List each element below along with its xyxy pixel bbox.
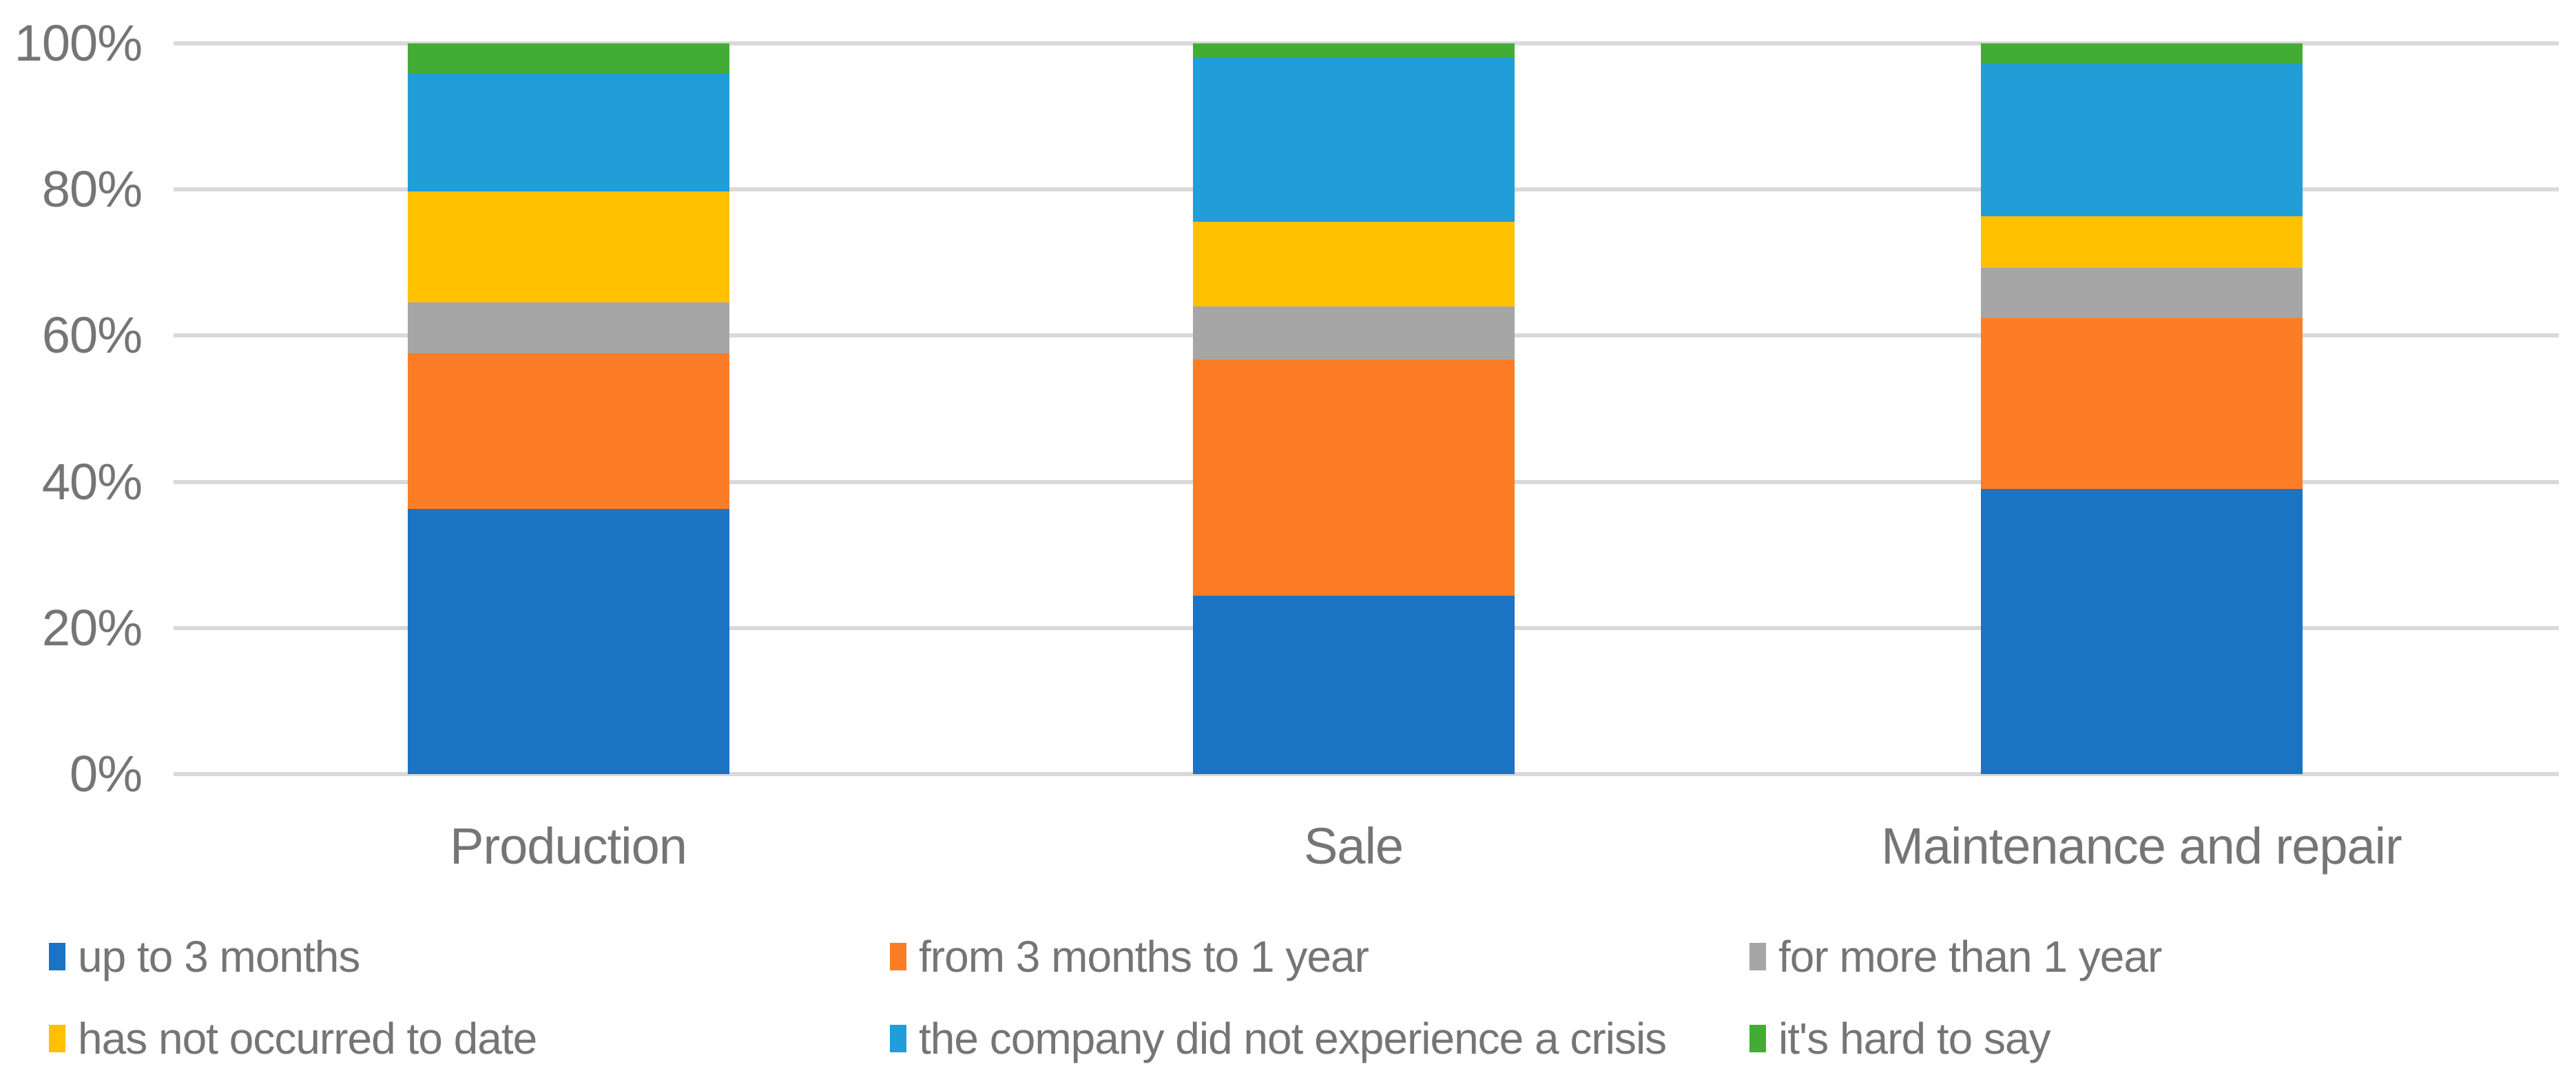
segment-from-3-months-to-1-year — [407, 353, 729, 509]
bar-sale — [1192, 43, 1515, 774]
legend-item-for-more-than-1-year: for more than 1 year — [1749, 935, 2162, 979]
y-tick-label: 100% — [14, 14, 143, 72]
x-category-label: Sale — [1303, 817, 1404, 875]
legend-label: the company did not experience a crisis — [919, 1014, 1667, 1063]
segment-it-s-hard-to-say — [1192, 43, 1515, 58]
legend-swatch-icon — [1749, 1025, 1766, 1052]
segment-up-to-3-months — [1192, 596, 1515, 774]
legend-item-up-to-3-months: up to 3 months — [49, 935, 360, 979]
legend-label: has not occurred to date — [78, 1014, 537, 1063]
segment-from-3-months-to-1-year — [1980, 317, 2303, 490]
segment-the-company-did-not-experience-a-crisis — [407, 73, 729, 192]
y-tick-label: 20% — [41, 598, 143, 656]
x-category-label: Maintenance and repair — [1881, 817, 2402, 875]
segment-it-s-hard-to-say — [407, 43, 729, 74]
legend-label: it's hard to say — [1778, 1014, 2051, 1063]
bar-maintenance-and-repair — [1980, 43, 2303, 774]
gridline-0 — [174, 772, 2559, 776]
gridline-100 — [174, 41, 2559, 45]
y-tick-label: 80% — [41, 160, 143, 218]
segment-for-more-than-1-year — [1192, 306, 1515, 360]
segment-has-not-occurred-to-date — [1980, 216, 2303, 268]
segment-for-more-than-1-year — [407, 302, 729, 353]
segment-the-company-did-not-experience-a-crisis — [1192, 57, 1515, 222]
legend-swatch-icon — [890, 943, 906, 970]
legend-swatch-icon — [49, 943, 65, 970]
y-tick-label: 40% — [41, 452, 143, 510]
segment-it-s-hard-to-say — [1980, 43, 2303, 64]
segment-has-not-occurred-to-date — [1192, 221, 1515, 306]
legend-label: from 3 months to 1 year — [919, 932, 1369, 981]
segment-from-3-months-to-1-year — [1192, 360, 1515, 596]
x-category-label: Production — [450, 817, 687, 875]
legend-swatch-icon — [890, 1025, 906, 1052]
segment-up-to-3-months — [407, 508, 729, 774]
legend-item-from-3-months-to-1-year: from 3 months to 1 year — [890, 935, 1369, 979]
legend-label: for more than 1 year — [1778, 932, 2162, 981]
segment-has-not-occurred-to-date — [407, 191, 729, 302]
legend-item-it-s-hard-to-say: it's hard to say — [1749, 1017, 2051, 1061]
y-tick-label: 60% — [41, 306, 143, 364]
legend-swatch-icon — [49, 1025, 65, 1052]
legend-swatch-icon — [1749, 943, 1766, 970]
segment-the-company-did-not-experience-a-crisis — [1980, 63, 2303, 217]
segment-for-more-than-1-year — [1980, 267, 2303, 318]
legend-item-has-not-occurred-to-date: has not occurred to date — [49, 1017, 537, 1061]
bar-production — [407, 43, 729, 774]
y-tick-label: 0% — [70, 745, 143, 802]
segment-up-to-3-months — [1980, 489, 2303, 774]
legend-label: up to 3 months — [78, 932, 360, 981]
legend-item-the-company-did-not-experience-a-crisis: the company did not experience a crisis — [890, 1017, 1667, 1061]
